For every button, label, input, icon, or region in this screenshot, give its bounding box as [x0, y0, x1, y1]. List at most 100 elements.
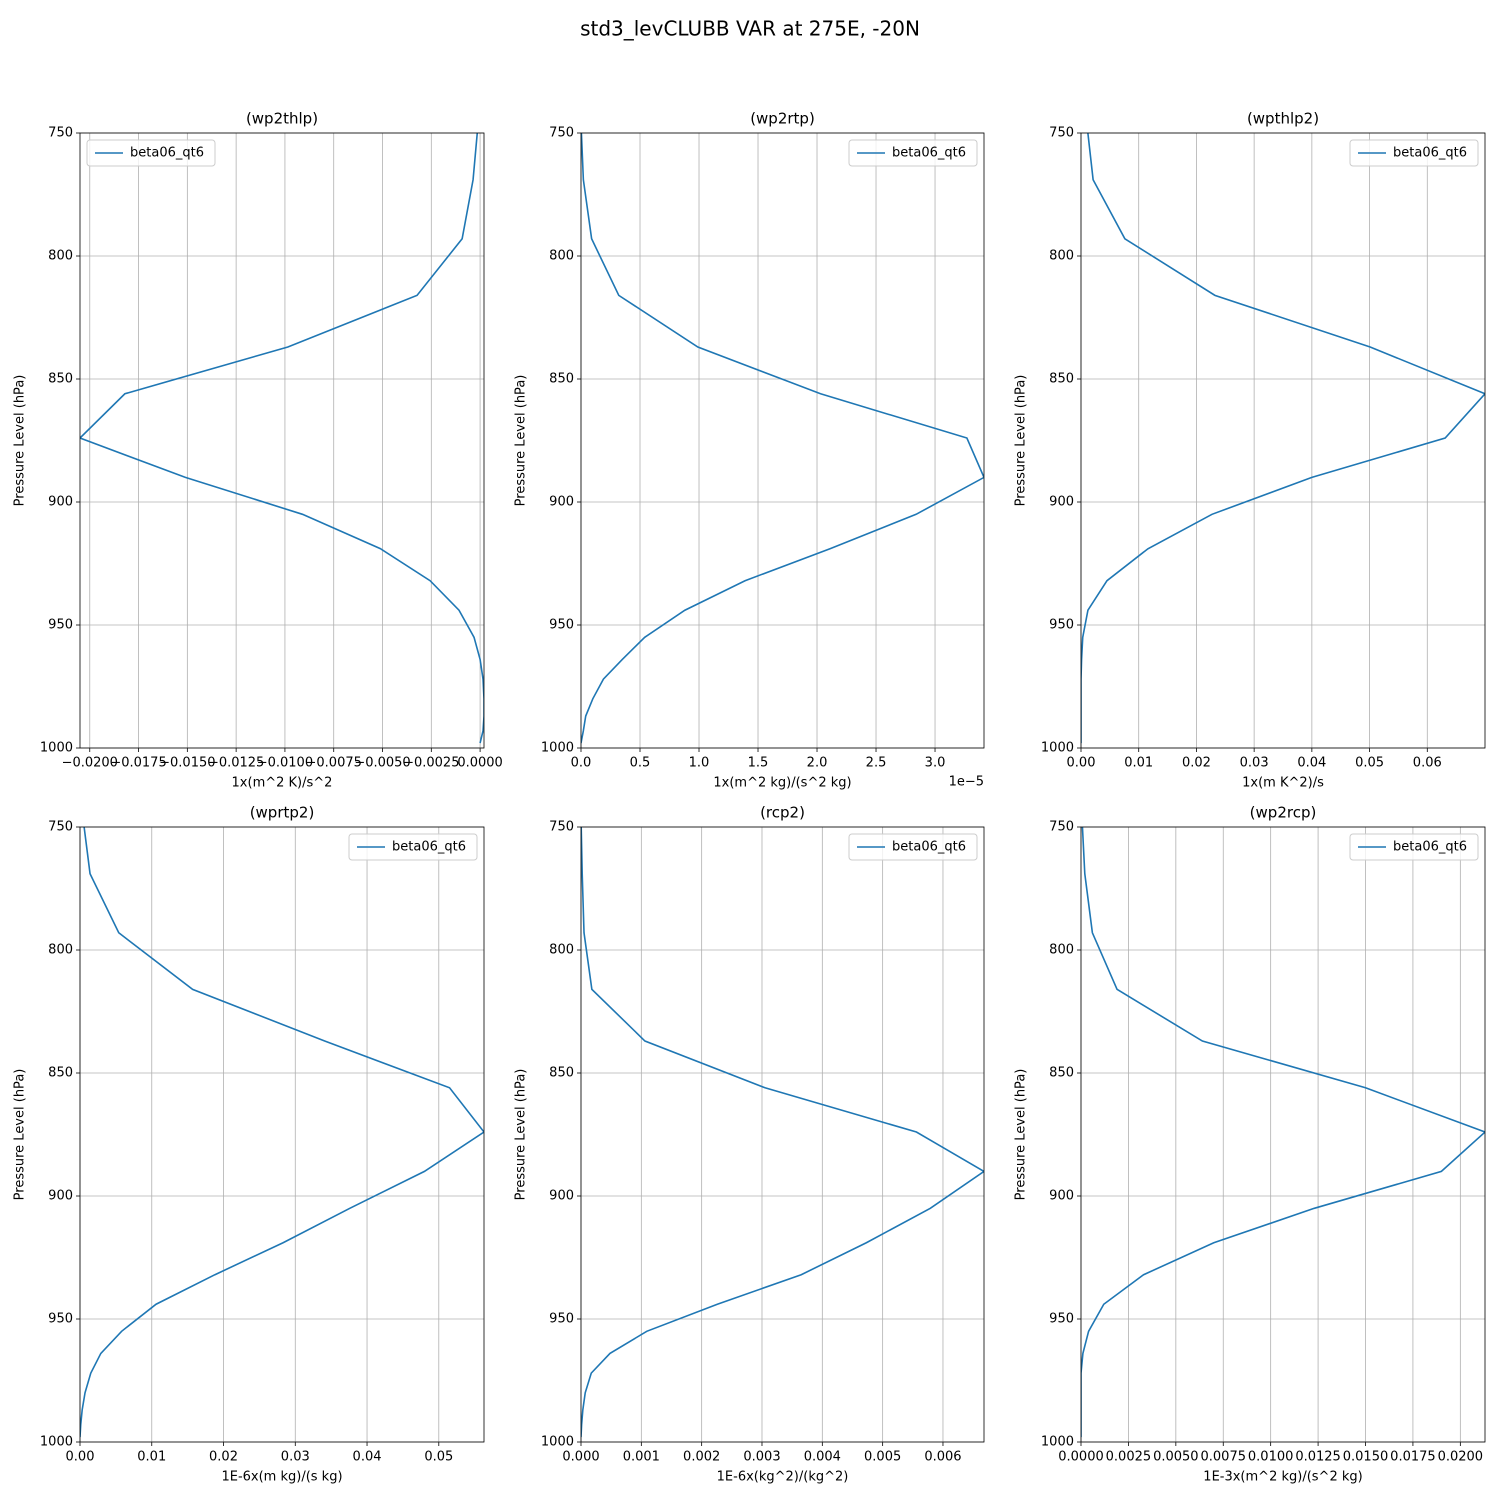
subplot-title: (wp2thlp) [246, 110, 318, 128]
x-tick-label: 0.003 [743, 1450, 780, 1465]
x-axis-label: 1x(m^2 K)/s^2 [232, 776, 333, 791]
axes-frame [1080, 132, 1486, 749]
x-tick-label: −0.0025 [403, 756, 459, 771]
y-tick-label: 1000 [541, 741, 574, 756]
x-axis-label: 1x(m K^2)/s [1242, 776, 1324, 791]
x-tick-label: 0.06 [1413, 756, 1442, 771]
legend: beta06_qt6 [86, 139, 216, 167]
y-tick-label: 800 [549, 943, 574, 958]
x-tick-label: 0.05 [424, 1450, 453, 1465]
x-axis-label: 1E-3x(m^2 kg)/(s^2 kg) [1203, 1470, 1362, 1485]
y-tick-label: 950 [1049, 618, 1074, 633]
y-tick-label: 750 [48, 820, 73, 835]
y-tick-label: 900 [549, 495, 574, 510]
y-tick-label: 850 [1049, 1066, 1074, 1081]
x-tick-label: 0.0150 [1343, 1450, 1389, 1465]
y-tick-label: 850 [48, 372, 73, 387]
x-tick-label: 0.0100 [1248, 1450, 1294, 1465]
x-tick-label: 0.0050 [1153, 1450, 1199, 1465]
legend: beta06_qt6 [848, 139, 978, 167]
y-tick-label: 950 [48, 618, 73, 633]
legend-box [86, 139, 216, 167]
y-tick-label: 950 [1049, 1312, 1074, 1327]
x-tick-label: −0.0125 [208, 756, 264, 771]
x-tick-label: 0.00 [1067, 756, 1096, 771]
y-tick-label: 850 [48, 1066, 73, 1081]
subplot: −0.0200−0.0175−0.0150−0.0125−0.0100−0.00… [13, 110, 503, 791]
subplot-title: (wp2rtp) [750, 110, 815, 128]
data-line [581, 827, 984, 1438]
x-tick-label: 2.5 [866, 756, 887, 771]
y-tick-label: 800 [1049, 249, 1074, 264]
data-line [80, 827, 484, 1438]
x-offset-label: 1e−5 [949, 775, 984, 790]
y-tick-label: 800 [48, 249, 73, 264]
legend-label: beta06_qt6 [130, 146, 204, 161]
x-tick-label: 0.0 [571, 756, 592, 771]
subplot-title: (rcp2) [760, 804, 805, 822]
subplot-title: (wprtp2) [250, 804, 315, 822]
x-tick-label: 0.000 [562, 1450, 599, 1465]
x-tick-label: 0.004 [804, 1450, 841, 1465]
y-tick-label: 1000 [1041, 741, 1074, 756]
y-tick-label: 750 [549, 126, 574, 141]
y-tick-label: 1000 [40, 1435, 73, 1450]
y-axis-label: Pressure Level (hPa) [13, 1069, 28, 1201]
legend-label: beta06_qt6 [1393, 840, 1467, 855]
legend-box [348, 833, 478, 861]
x-tick-label: 3.0 [925, 756, 946, 771]
x-tick-label: 0.03 [281, 1450, 310, 1465]
x-tick-label: 0.01 [1124, 756, 1153, 771]
axes-frame [580, 132, 985, 749]
subplot: 0.00 0.01 0.02 0.03 0.04 0.05 0.06 750 800 850 900… [1014, 110, 1486, 791]
y-tick-label: 950 [48, 1312, 73, 1327]
data-line [581, 133, 984, 744]
y-axis-label: Pressure Level (hPa) [13, 375, 28, 507]
x-tick-label: 0.04 [353, 1450, 382, 1465]
x-tick-label: −0.0075 [306, 756, 362, 771]
legend: beta06_qt6 [1349, 833, 1479, 861]
y-tick-label: 1000 [541, 1435, 574, 1450]
y-axis-label: Pressure Level (hPa) [514, 375, 529, 507]
x-tick-label: 0.0175 [1390, 1450, 1436, 1465]
x-tick-label: 0.005 [864, 1450, 901, 1465]
legend-box [848, 139, 978, 167]
subplot-title: (wpthlp2) [1247, 110, 1319, 128]
y-tick-label: 900 [549, 1189, 574, 1204]
axes-frame [1080, 826, 1486, 1443]
axes-frame [79, 826, 485, 1443]
legend-label: beta06_qt6 [892, 146, 966, 161]
y-tick-label: 900 [48, 1189, 73, 1204]
x-tick-label: 0.05 [1355, 756, 1384, 771]
x-tick-label: −0.0050 [354, 756, 410, 771]
legend-label: beta06_qt6 [892, 840, 966, 855]
x-tick-label: 0.0000 [457, 756, 503, 771]
x-tick-label: 0.02 [209, 1450, 238, 1465]
x-tick-label: 0.5 [630, 756, 651, 771]
axes-frame [580, 826, 985, 1443]
x-tick-label: −0.0100 [257, 756, 313, 771]
y-tick-label: 950 [549, 618, 574, 633]
subplot: 0.000 0.001 0.002 0.003 0.004 0.005 0.006 750 80… [514, 804, 985, 1485]
y-tick-label: 750 [549, 820, 574, 835]
data-line [1081, 133, 1485, 744]
x-tick-label: 0.002 [683, 1450, 720, 1465]
y-tick-label: 800 [549, 249, 574, 264]
y-tick-label: 750 [1049, 126, 1074, 141]
y-tick-label: 750 [1049, 820, 1074, 835]
x-tick-label: 0.03 [1240, 756, 1269, 771]
y-tick-label: 900 [48, 495, 73, 510]
x-axis-label: 1x(m^2 kg)/(s^2 kg) [713, 776, 851, 791]
y-tick-label: 1000 [40, 741, 73, 756]
x-tick-label: 0.0025 [1106, 1450, 1152, 1465]
y-tick-label: 800 [1049, 943, 1074, 958]
x-tick-label: 0.0125 [1295, 1450, 1341, 1465]
legend: beta06_qt6 [848, 833, 978, 861]
subplot: 0.0000 0.0025 0.0050 0.0075 0.0100 0.0125 0.01… [1014, 804, 1486, 1485]
x-axis-label: 1E-6x(m kg)/(s kg) [221, 1470, 342, 1485]
data-line [80, 133, 484, 744]
y-tick-label: 800 [48, 943, 73, 958]
y-axis-label: Pressure Level (hPa) [514, 1069, 529, 1201]
y-tick-label: 850 [1049, 372, 1074, 387]
